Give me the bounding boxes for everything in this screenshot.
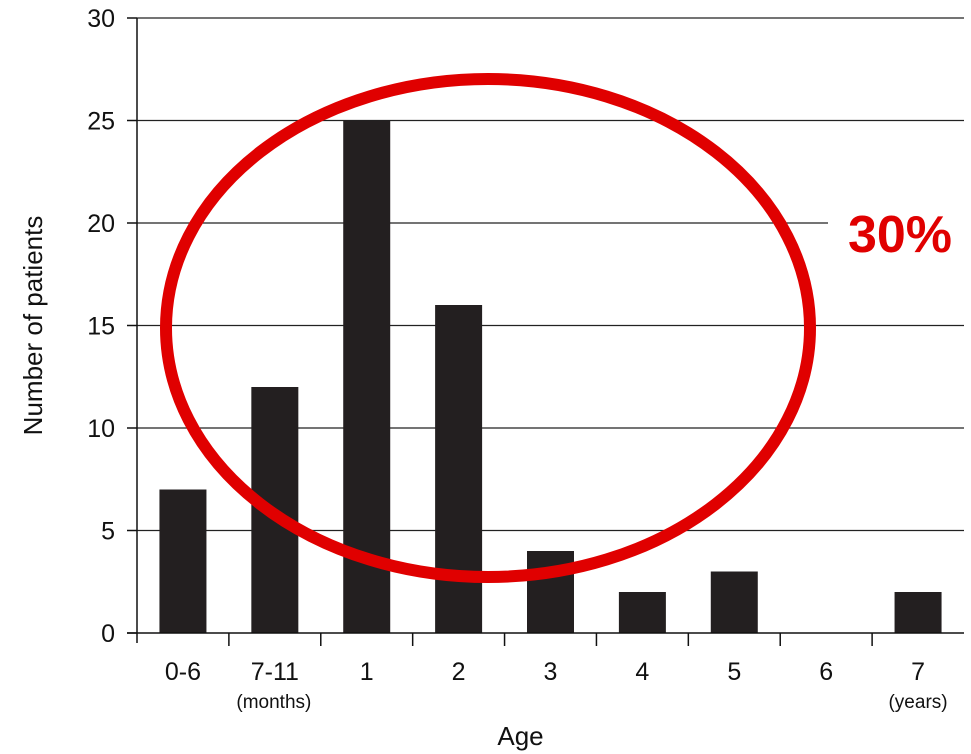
axes	[127, 18, 964, 643]
y-tick-label-20: 20	[87, 210, 115, 238]
x-tick-label-5: 5	[727, 658, 741, 686]
years-unit-label: (years)	[888, 692, 947, 713]
bar-5	[710, 571, 758, 633]
bar-7	[894, 592, 942, 633]
bar-0-6	[159, 489, 207, 633]
y-tick-label-15: 15	[87, 313, 115, 341]
y-tick-label-25: 25	[87, 108, 115, 136]
x-tick-label-0-6: 0-6	[165, 658, 201, 686]
y-axis-title: Number of patients	[18, 216, 48, 436]
bar-2	[435, 305, 483, 633]
y-tick-label-10: 10	[87, 415, 115, 443]
y-tick-label-5: 5	[101, 518, 115, 546]
x-tick-label-2: 2	[452, 658, 466, 686]
x-tick-label-7: 7	[911, 658, 925, 686]
highlight-ellipse	[160, 73, 816, 583]
annotation-percent-label: 30%	[848, 206, 952, 264]
x-tick-labels: 0-6 7-11 1 2 3 4 5 6 7	[165, 633, 925, 686]
x-tick-label-4: 4	[635, 658, 649, 686]
annotation-background	[828, 192, 971, 272]
bar-4	[618, 592, 666, 633]
x-tick-label-6: 6	[819, 658, 833, 686]
bars	[159, 120, 942, 633]
x-tick-label-3: 3	[544, 658, 558, 686]
x-tick-label-1: 1	[360, 658, 374, 686]
x-axis-title: Age	[497, 721, 543, 751]
x-tick-label-7-11: 7-11	[251, 658, 299, 686]
y-tick-labels: 0 5 10 15 20 25 30	[87, 5, 137, 648]
months-unit-label: (months)	[236, 692, 311, 713]
y-tick-label-0: 0	[101, 620, 115, 648]
y-tick-label-30: 30	[87, 5, 115, 33]
bar-3	[527, 551, 574, 633]
